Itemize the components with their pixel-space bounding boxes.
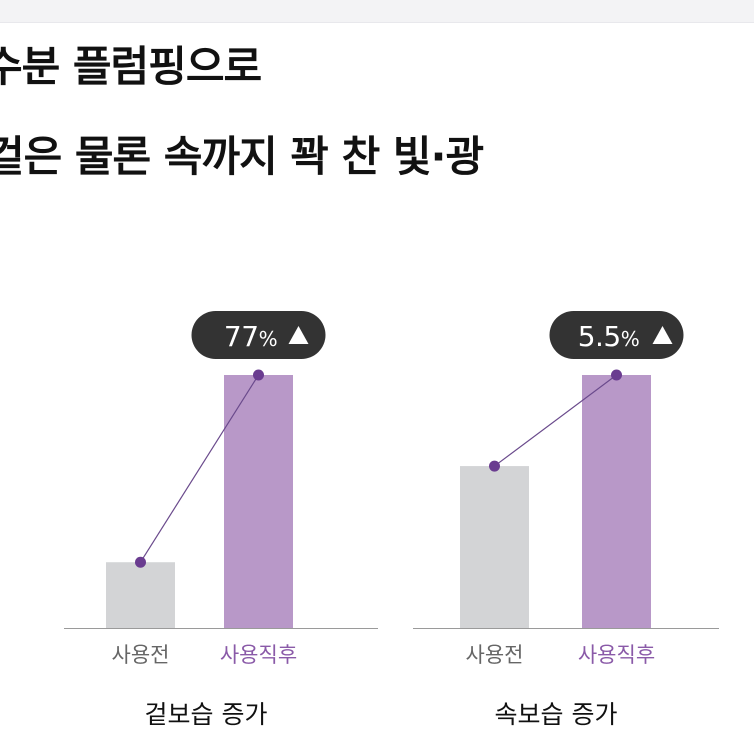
x-tick-label: 사용전 [112,643,170,667]
bar-after [224,375,293,628]
chart-caption: 속보습 증가 [495,700,618,729]
data-point-after [611,369,622,381]
x-tick-label: 사용전 [466,643,524,667]
bar-after [582,375,651,628]
trend-line [494,374,617,467]
bar-before [460,466,529,628]
chart-caption: 겉보습 증가 [145,700,268,729]
x-tick-label: 사용직후 [578,643,655,667]
increase-unit: % [259,327,278,351]
trend-line [139,374,260,563]
data-point-after [253,369,264,381]
top-bar [0,0,754,23]
headline-line-2: 겉은 물론 속까지 꽉 찬 빛·광 [0,132,484,181]
increase-badge [191,311,326,359]
bar-before [106,562,175,628]
data-point-before [489,460,500,472]
up-triangle-icon [288,326,309,344]
increase-badge-label: 5.5% [578,320,640,353]
increase-badge-label: 77% [224,320,277,353]
headline-line-1: 수분 플럼핑으로 [0,42,262,91]
increase-unit: % [621,327,640,351]
increase-badge [549,311,684,359]
increase-value: 5.5 [578,320,621,353]
data-point-before [135,556,146,568]
up-triangle-icon [652,326,673,344]
x-tick-label: 사용직후 [220,643,297,667]
increase-value: 77 [224,320,259,353]
